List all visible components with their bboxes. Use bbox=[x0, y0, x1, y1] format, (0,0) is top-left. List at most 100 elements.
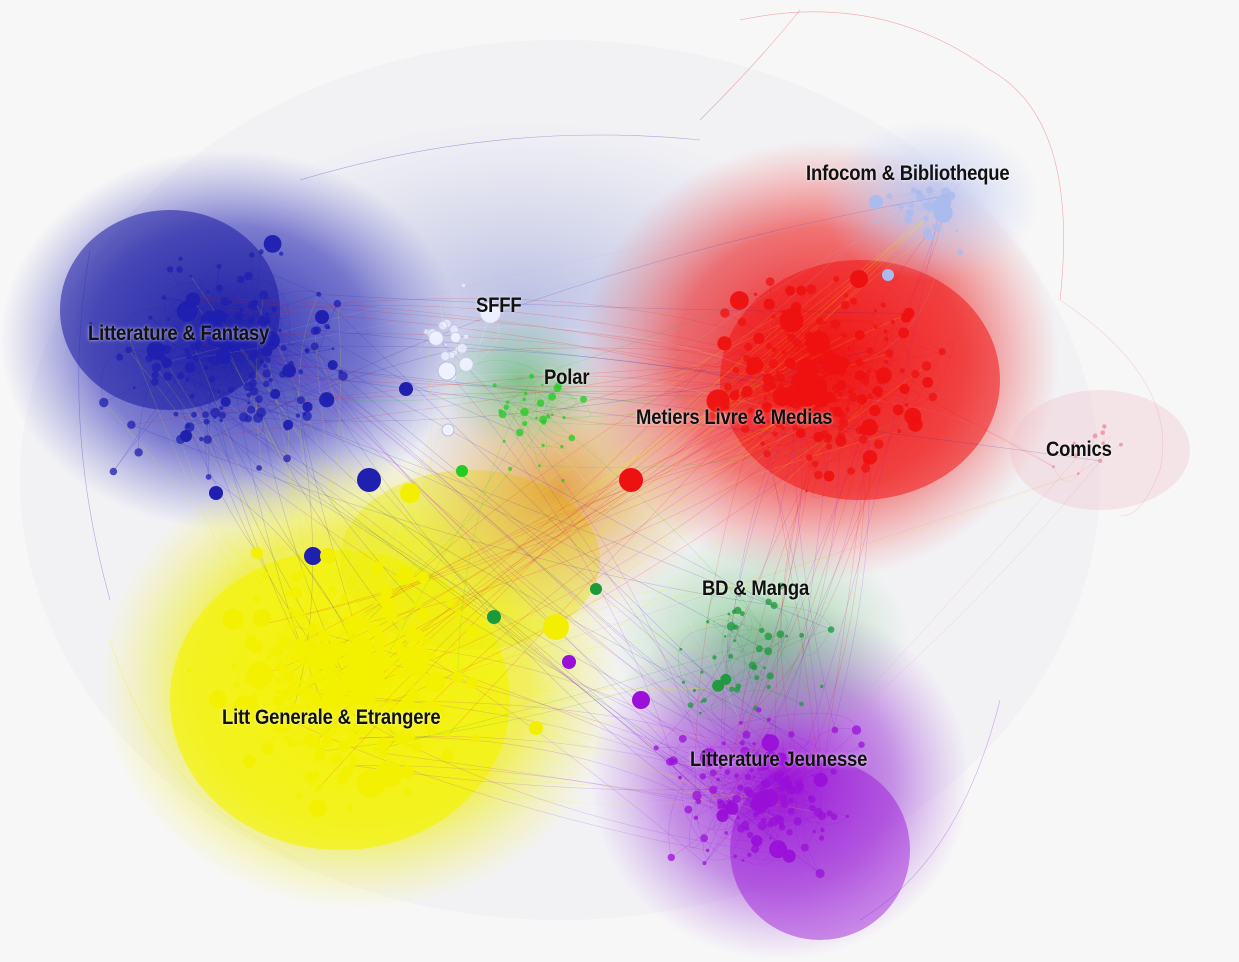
graph-edge bbox=[237, 575, 266, 710]
graph-node bbox=[815, 317, 824, 325]
graph-edge bbox=[893, 206, 931, 221]
graph-node bbox=[811, 774, 815, 777]
graph-node bbox=[320, 728, 329, 737]
graph-node bbox=[908, 202, 915, 209]
graph-node bbox=[742, 730, 751, 739]
graph-edge bbox=[536, 348, 813, 419]
graph-edge bbox=[302, 566, 378, 655]
graph-node bbox=[176, 266, 183, 273]
graph-node bbox=[561, 478, 565, 483]
graph-node bbox=[309, 799, 328, 818]
graph-edge bbox=[331, 311, 785, 703]
graph-node bbox=[829, 377, 833, 381]
graph-node bbox=[724, 383, 732, 392]
graph-node bbox=[279, 636, 290, 648]
graph-node bbox=[263, 235, 282, 253]
graph-edge bbox=[726, 634, 738, 690]
graph-edge bbox=[248, 384, 559, 402]
graph-edge bbox=[316, 319, 799, 674]
graph-node bbox=[524, 391, 528, 396]
graph-edge bbox=[170, 361, 302, 403]
graph-edge bbox=[714, 657, 771, 686]
graph-edge bbox=[317, 329, 816, 387]
graph-edge bbox=[524, 398, 577, 424]
graph-edge bbox=[414, 397, 827, 692]
graph-node bbox=[699, 773, 706, 780]
graph-node bbox=[368, 624, 381, 636]
graph-edge bbox=[163, 297, 880, 396]
graph-node bbox=[807, 754, 815, 761]
graph-edge bbox=[726, 757, 752, 785]
graph-node bbox=[785, 285, 796, 296]
graph-node bbox=[861, 418, 878, 436]
graph-node bbox=[795, 428, 806, 439]
graph-node bbox=[360, 745, 365, 750]
graph-node bbox=[312, 672, 323, 684]
graph-node bbox=[284, 655, 289, 660]
graph-node bbox=[814, 470, 823, 480]
graph-node bbox=[778, 383, 783, 388]
graph-node bbox=[821, 353, 844, 375]
graph-edge bbox=[794, 787, 821, 874]
graph-node bbox=[223, 330, 245, 352]
graph-node bbox=[274, 677, 282, 684]
graph-edge bbox=[507, 401, 548, 466]
graph-node bbox=[736, 815, 740, 820]
graph-edge bbox=[377, 567, 408, 727]
graph-node bbox=[858, 435, 868, 444]
graph-node bbox=[762, 382, 773, 393]
graph-edge bbox=[782, 277, 812, 308]
graph-edge bbox=[100, 349, 156, 403]
graph-node bbox=[795, 383, 819, 407]
graph-node bbox=[127, 335, 131, 339]
graph-node bbox=[931, 223, 942, 233]
graph-node bbox=[393, 699, 420, 726]
graph-node bbox=[678, 734, 687, 743]
graph-node bbox=[729, 686, 735, 692]
graph-node bbox=[248, 300, 257, 310]
graph-node bbox=[256, 407, 266, 418]
graph-node bbox=[687, 702, 694, 708]
graph-node bbox=[340, 725, 343, 729]
graph-node bbox=[737, 784, 744, 791]
graph-edge bbox=[383, 752, 722, 805]
graph-node bbox=[328, 679, 333, 685]
graph-node bbox=[452, 671, 464, 683]
graph-node bbox=[255, 395, 263, 404]
graph-edge bbox=[454, 347, 845, 364]
graph-node bbox=[535, 416, 538, 420]
graph-edge bbox=[363, 575, 411, 673]
graph-node bbox=[692, 790, 702, 801]
graph-node bbox=[734, 773, 739, 778]
graph-node bbox=[417, 607, 430, 619]
graph-edge bbox=[1053, 435, 1096, 482]
graph-node bbox=[1072, 441, 1076, 445]
graph-node bbox=[740, 746, 750, 757]
graph-node bbox=[288, 574, 291, 578]
graph-edge bbox=[711, 688, 747, 735]
graph-node bbox=[450, 331, 462, 343]
graph-node bbox=[709, 769, 717, 777]
graph-node bbox=[314, 634, 318, 638]
graph-node bbox=[287, 607, 294, 614]
graph-node-hub bbox=[357, 468, 381, 492]
graph-edge bbox=[128, 349, 354, 668]
graph-edge bbox=[545, 390, 553, 417]
graph-node bbox=[746, 419, 749, 423]
graph-node bbox=[215, 348, 231, 364]
graph-node bbox=[835, 435, 847, 447]
graph-edge bbox=[673, 760, 762, 790]
graph-node bbox=[306, 688, 318, 700]
graph-edge bbox=[563, 407, 767, 418]
graph-edge bbox=[783, 783, 788, 818]
graph-edge bbox=[695, 791, 756, 818]
graph-node bbox=[440, 351, 451, 362]
graph-node bbox=[425, 671, 446, 692]
graph-node bbox=[373, 746, 381, 754]
graph-edge bbox=[388, 773, 787, 805]
graph-node bbox=[885, 349, 894, 358]
graph-edge bbox=[180, 344, 822, 440]
graph-node bbox=[739, 740, 745, 746]
graph-node bbox=[700, 834, 708, 843]
graph-node bbox=[1098, 458, 1103, 463]
